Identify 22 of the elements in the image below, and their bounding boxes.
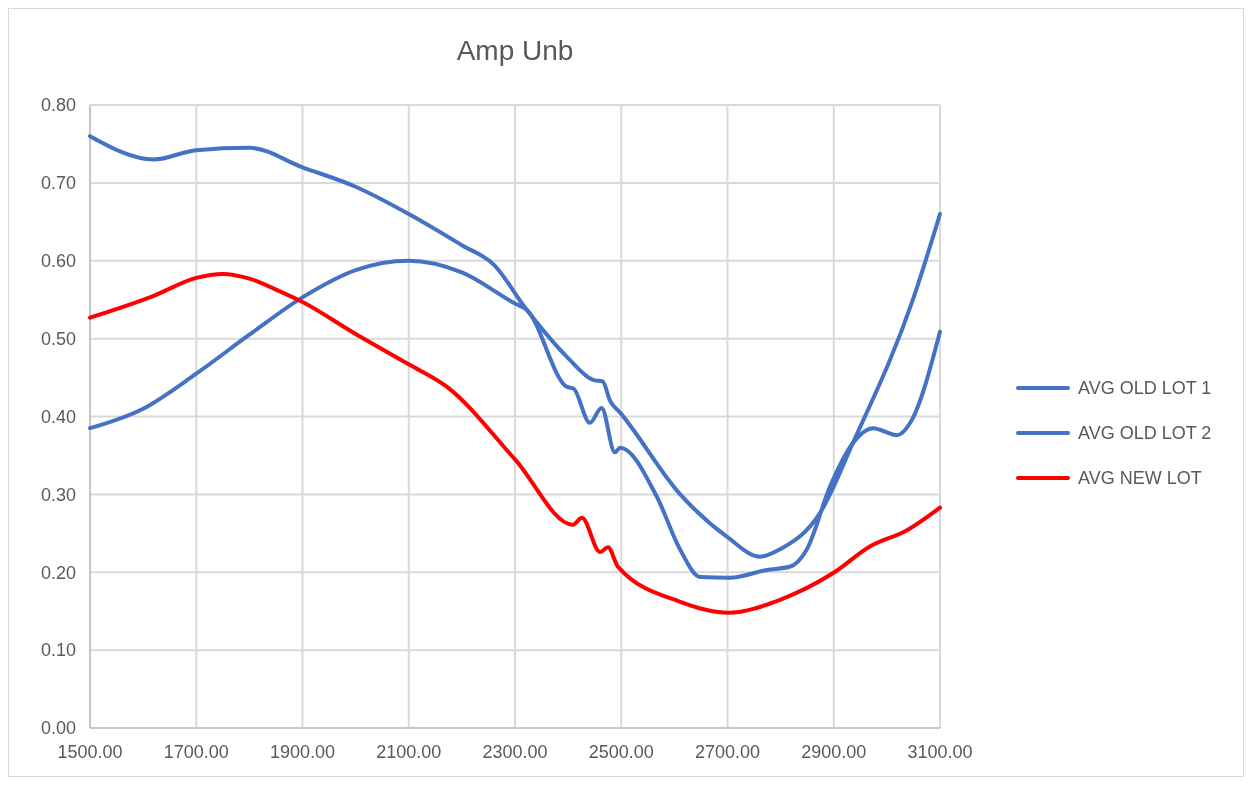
legend-label: AVG OLD LOT 1 (1078, 378, 1212, 399)
legend-label: AVG OLD LOT 2 (1078, 423, 1212, 444)
y-tick-label: 0.40 (40, 406, 76, 427)
x-tick-label: 1900.00 (269, 742, 336, 762)
y-tick-label: 0.50 (40, 328, 76, 349)
y-tick-label: 0.80 (40, 95, 76, 116)
x-tick-label: 2500.00 (588, 742, 654, 762)
y-tick-label: 0.10 (40, 640, 76, 661)
y-tick-label: 0.70 (40, 173, 76, 194)
x-tick-label: 2100.00 (376, 742, 442, 762)
y-tick-label: 0.60 (40, 251, 76, 272)
y-tick-label: 0.00 (40, 718, 76, 739)
legend-label: AVG NEW LOT (1078, 468, 1202, 489)
x-tick-label: 1500.00 (57, 742, 123, 762)
x-tick-label: 3100.00 (907, 742, 973, 762)
x-tick-label: 2700.00 (694, 742, 761, 762)
chart-title: Amp Unb (456, 35, 574, 66)
y-tick-label: 0.20 (40, 562, 76, 583)
x-tick-label: 1700.00 (163, 742, 229, 762)
y-tick-label: 0.30 (40, 484, 76, 505)
x-tick-label: 2900.00 (801, 742, 867, 762)
x-tick-label: 2300.00 (482, 742, 548, 762)
